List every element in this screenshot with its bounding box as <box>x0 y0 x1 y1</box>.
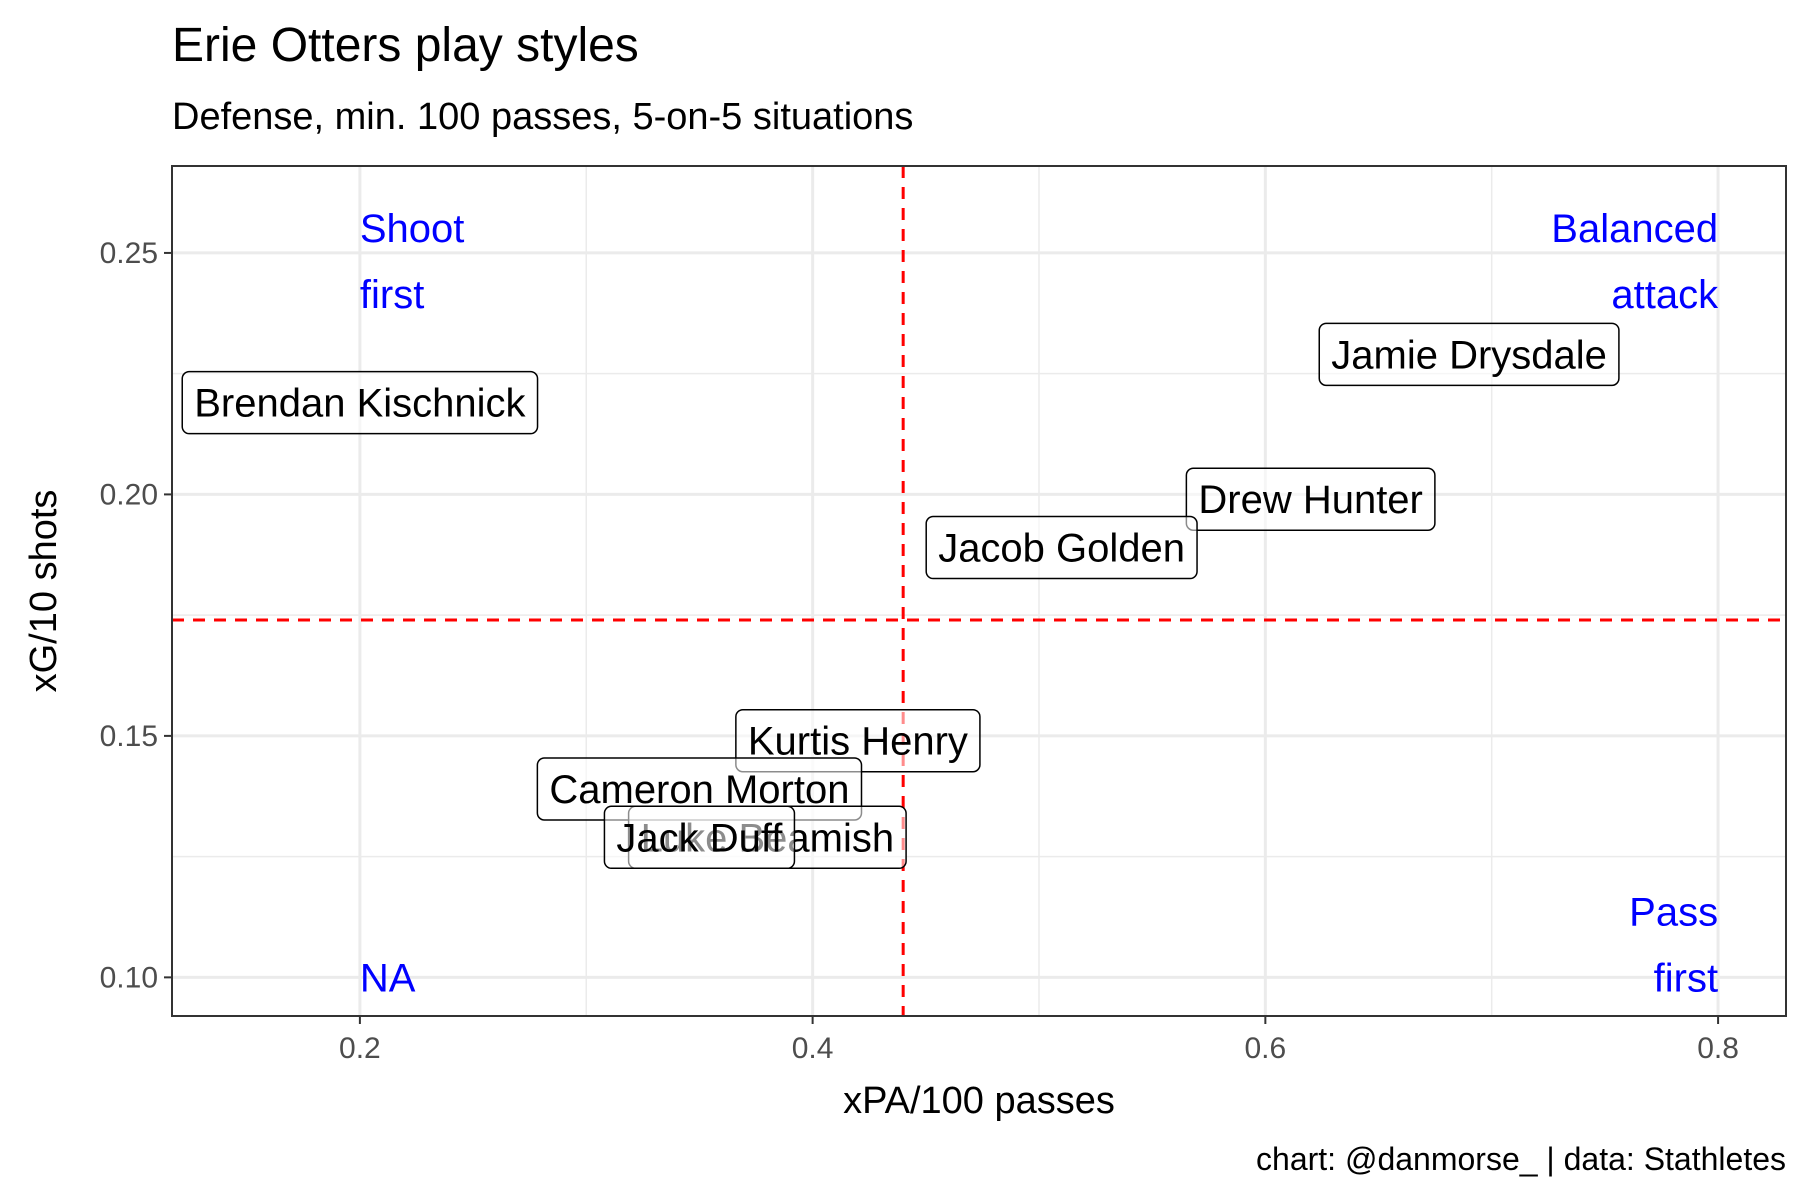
quadrant-label-bottom-left-line1: NA <box>360 956 416 1000</box>
point-label: Cameron Morton <box>536 757 863 821</box>
quadrant-label-top-right-line1: Balanced <box>1551 207 1718 251</box>
chart-subtitle: Defense, min. 100 passes, 5-on-5 situati… <box>172 96 914 138</box>
x-axis-tick-label: 0.8 <box>1697 1032 1739 1065</box>
point-label-box <box>1185 467 1436 531</box>
point-label-text: Brendan Kischnick <box>194 382 526 426</box>
point-label-text: Drew Hunter <box>1198 478 1423 522</box>
x-axis-title: xPA/100 passes <box>843 1080 1115 1122</box>
point-labels-clipped: Jamie Drysdale Brendan Kischnick Drew Hunt… <box>181 322 1620 870</box>
point-label-text: Kurtis Henry <box>748 720 968 764</box>
y-axis-tick-label: 0.15 <box>100 720 158 753</box>
chart-caption: chart: @danmorse_ | data: Stathletes <box>1256 1141 1786 1177</box>
quadrant-label-top-left-line1: Shoot <box>360 207 465 251</box>
point-label-text: Jamie Drysdale <box>1331 333 1607 377</box>
point-label: Jacob Golden <box>925 515 1198 580</box>
point-labels: Jamie Drysdale Brendan Kischnick Drew Hunt… <box>181 322 1620 870</box>
point-label-box <box>181 370 539 435</box>
point-label: Jamie Drysdale <box>1318 322 1620 387</box>
reference-lines <box>172 166 1786 1016</box>
point-label: Brendan Kischnick <box>181 370 539 435</box>
point-label: Jack Duff <box>603 805 796 870</box>
y-axis-title: xG/10 shots <box>23 490 65 693</box>
point-label-box <box>603 805 796 870</box>
quadrant-labels: Shoot first Balanced attack Pass first NA <box>360 207 1719 1000</box>
point-label-text: Jack Duff <box>616 816 783 860</box>
point-label-text: Cameron Morton <box>549 768 849 812</box>
point-label: Drew Hunter <box>1185 467 1436 531</box>
quadrant-label-top-left-line2: first <box>360 273 424 317</box>
quadrant-label-bottom-right-line2: first <box>1654 956 1718 1000</box>
y-axis-tick-label: 0.25 <box>100 237 158 270</box>
chart-title: Erie Otters play styles <box>172 19 639 72</box>
y-axis-tick-label: 0.20 <box>100 478 158 511</box>
x-axis-tick-label: 0.2 <box>339 1032 381 1065</box>
quadrant-label-top-right-line2: attack <box>1611 273 1719 317</box>
point-label: Kurtis Henry <box>735 708 981 773</box>
y-axis: 0.10 0.15 0.20 0.25 <box>100 237 172 994</box>
plot-panel-background <box>172 166 1786 1016</box>
y-axis-tick-label: 0.10 <box>100 961 158 994</box>
point-label-box <box>1318 322 1620 387</box>
x-axis-tick-label: 0.4 <box>792 1032 834 1065</box>
plot-panel-border <box>171 165 1787 1017</box>
point-label-text: Jacob Golden <box>938 527 1185 571</box>
point-label-box <box>925 515 1198 580</box>
x-axis: 0.2 0.4 0.6 0.8 <box>339 1016 1739 1065</box>
quadrant-label-bottom-right-line1: Pass <box>1629 890 1718 934</box>
x-axis-tick-label: 0.6 <box>1244 1032 1286 1065</box>
